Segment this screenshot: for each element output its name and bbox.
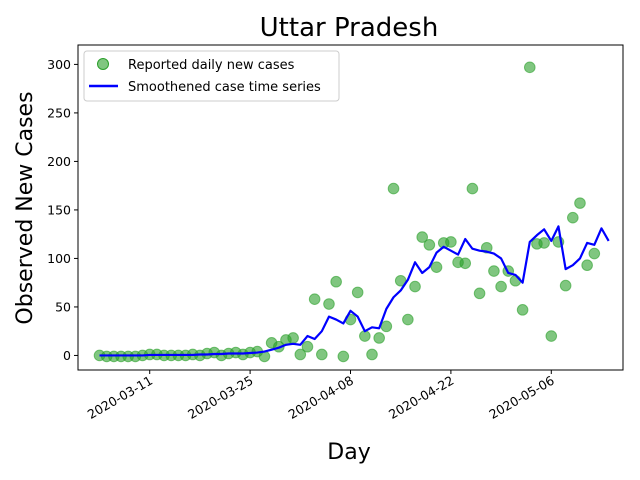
y-tick-label: 250 (47, 105, 71, 120)
data-point (509, 274, 522, 287)
y-tick-label: 300 (47, 57, 71, 72)
data-point (301, 340, 314, 353)
x-axis-label: Day (327, 440, 370, 465)
data-point (523, 61, 536, 74)
data-point (323, 298, 335, 310)
legend-box (83, 50, 340, 102)
data-point (387, 182, 400, 195)
data-point (337, 350, 350, 363)
legend-label-line: Smoothened case time series (128, 80, 321, 95)
chart-title: Uttar Pradesh (260, 13, 439, 43)
plot-area: 0 50 100 150 200 250 300 (47, 57, 610, 363)
x-tick-label: 2020-04-08 (286, 373, 356, 422)
y-tick-label: 200 (47, 154, 71, 169)
y-tick-label: 150 (47, 202, 71, 217)
data-point (351, 286, 364, 299)
y-tick-label: 50 (55, 299, 71, 314)
data-point (567, 211, 579, 224)
y-tick-label: 100 (47, 251, 71, 266)
data-point (495, 280, 507, 293)
data-point (380, 320, 393, 333)
data-point (588, 247, 601, 260)
data-point (416, 231, 429, 243)
smoothed-line (99, 225, 610, 357)
y-axis-label: Observed New Cases (13, 91, 38, 324)
data-point (330, 275, 342, 288)
legend-label-scatter: Reported daily new cases (128, 58, 295, 73)
data-point (373, 332, 385, 344)
data-point (538, 237, 550, 249)
data-point (445, 236, 457, 248)
data-point (409, 280, 421, 293)
legend: Reported daily new cases Smoothened case… (83, 50, 340, 102)
data-point (359, 330, 371, 342)
data-point (366, 348, 378, 361)
data-point (516, 304, 529, 316)
x-tick-label: 2020-05-06 (486, 373, 556, 422)
data-point (581, 259, 593, 272)
data-point (473, 287, 486, 300)
data-point (308, 293, 321, 305)
data-point (545, 330, 558, 342)
x-tick-label: 2020-03-25 (185, 373, 255, 422)
data-point (294, 348, 307, 361)
y-tick-label: 0 (63, 348, 71, 363)
data-point (316, 348, 328, 361)
data-point (459, 257, 472, 270)
data-point (430, 261, 443, 273)
data-point (466, 182, 479, 195)
data-point (287, 332, 299, 344)
x-tick-label: 2020-04-22 (386, 373, 456, 422)
x-tick-label: 2020-03-11 (85, 373, 155, 422)
legend-marker-scatter (97, 58, 109, 70)
data-point (488, 265, 500, 277)
data-point (402, 313, 414, 326)
data-point (423, 239, 436, 251)
data-point (559, 279, 572, 292)
data-point (574, 197, 586, 209)
